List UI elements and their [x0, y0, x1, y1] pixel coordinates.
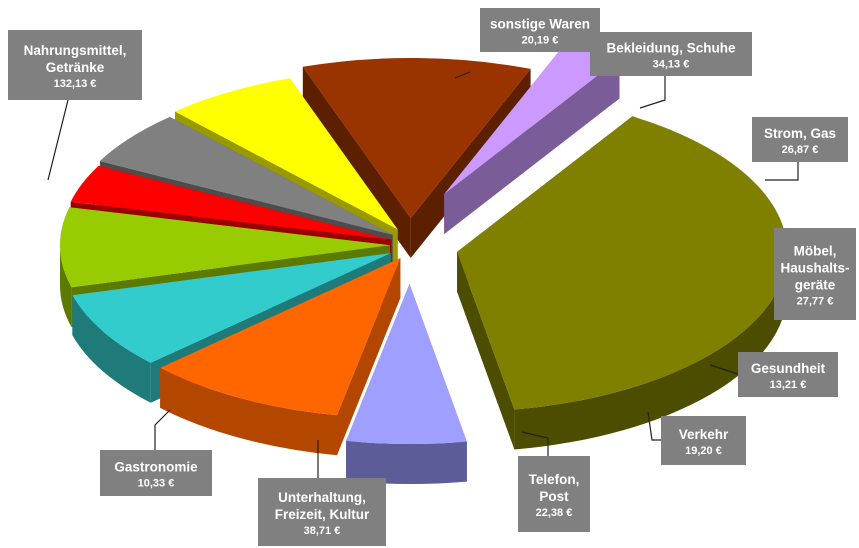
- pie-slice-rim: [59, 245, 72, 328]
- pie-slice-wall: [457, 251, 515, 450]
- slice-label: Gesundheit 13,21 €: [709, 352, 838, 397]
- pie-slice: [160, 258, 401, 456]
- pie-slice-rim: [160, 367, 337, 456]
- slice-label: Nahrungsmittel, Getränke 132,13 €: [8, 30, 142, 181]
- pie-slice-top: [70, 165, 392, 240]
- slice-label: Unterhaltung, Freizeit, Kultur 38,71 €: [258, 440, 386, 546]
- pie-slice-wall: [337, 258, 401, 456]
- slice-label: Telefon, Post 22,38 €: [518, 431, 590, 532]
- slice-name-label: Verkehr: [679, 427, 729, 442]
- pie-slice-top: [346, 284, 467, 445]
- pie-slice-top: [59, 207, 390, 288]
- slice-label: Gastronomie 10,33 €: [100, 409, 212, 496]
- leader-line: [765, 162, 799, 181]
- label-box: [258, 478, 386, 546]
- pie-slice-top: [444, 45, 620, 195]
- slice-name-label: Getränke: [46, 60, 105, 75]
- leader-line: [709, 364, 739, 375]
- slice-value-label: 20,19 €: [522, 35, 559, 47]
- leader-line: [639, 76, 666, 109]
- label-box: [480, 8, 600, 52]
- slice-name-label: geräte: [795, 278, 836, 293]
- slice-name-label: Freizeit, Kultur: [275, 507, 370, 522]
- pie-slice: [346, 284, 467, 485]
- leader-line: [647, 411, 661, 441]
- pie-slices: [59, 45, 788, 485]
- pie-slice-rim: [514, 251, 788, 450]
- pie-slice-top: [175, 78, 398, 230]
- label-box: [738, 352, 838, 397]
- pie-slice-top: [160, 258, 401, 416]
- label-box: [100, 450, 212, 496]
- slice-name-label: Möbel,: [794, 244, 837, 259]
- label-box: [752, 117, 848, 162]
- pie-slice: [457, 116, 788, 450]
- label-box: [661, 416, 746, 465]
- pie-slice-top: [302, 57, 531, 218]
- pie-slice-rim: [72, 295, 151, 403]
- slice-value-label: 19,20 €: [685, 445, 722, 457]
- slice-name-label: Gesundheit: [751, 361, 826, 376]
- slice-value-label: 22,38 €: [536, 507, 573, 519]
- slice-name-label: Bekleidung, Schuhe: [606, 41, 736, 56]
- slice-value-label: 26,87 €: [782, 144, 819, 156]
- leader-line: [454, 71, 471, 79]
- slice-value-label: 13,21 €: [770, 379, 807, 391]
- slice-name-label: Unterhaltung,: [278, 490, 366, 505]
- slice-label: Strom, Gas 26,87 €: [752, 117, 848, 181]
- pie-slice-top: [99, 116, 393, 235]
- pie-slice-top: [72, 253, 391, 363]
- slice-name-label: Telefon,: [529, 472, 580, 487]
- pie-labels: sonstige Waren 20,19 € Bekleidung, Schuhe 3…: [8, 8, 856, 546]
- slice-value-label: 132,13 €: [54, 78, 97, 90]
- pie-slice-wall: [444, 58, 620, 235]
- leader-line: [521, 431, 549, 456]
- slice-label: Möbel, Haushalts-geräte 27,77 €: [774, 228, 856, 320]
- pie-slice-rim: [346, 441, 467, 485]
- label-box: [590, 32, 752, 76]
- slice-value-label: 27,77 €: [797, 296, 834, 308]
- slice-name-label: Gastronomie: [114, 460, 198, 475]
- slice-label: sonstige Waren 20,19 €: [454, 8, 600, 79]
- slice-value-label: 10,33 €: [138, 478, 175, 490]
- slice-name-label: Haushalts-: [780, 261, 849, 276]
- pie-slice: [444, 45, 620, 235]
- slice-name-label: Post: [539, 489, 569, 504]
- pie-slice-top: [457, 116, 788, 410]
- slice-label: Verkehr 19,20 €: [647, 411, 746, 465]
- label-box: [518, 456, 590, 532]
- slice-value-label: 34,13 €: [653, 59, 690, 71]
- slice-label: Bekleidung, Schuhe 34,13 €: [590, 32, 752, 109]
- label-box: [774, 228, 856, 320]
- slice-name-label: Nahrungsmittel,: [24, 43, 127, 58]
- slice-name-label: Strom, Gas: [764, 126, 836, 141]
- leader-line: [154, 409, 171, 450]
- label-box: [8, 30, 142, 100]
- leader-line: [47, 99, 69, 181]
- slice-name-label: sonstige Waren: [490, 17, 590, 32]
- slice-value-label: 38,71 €: [304, 525, 341, 537]
